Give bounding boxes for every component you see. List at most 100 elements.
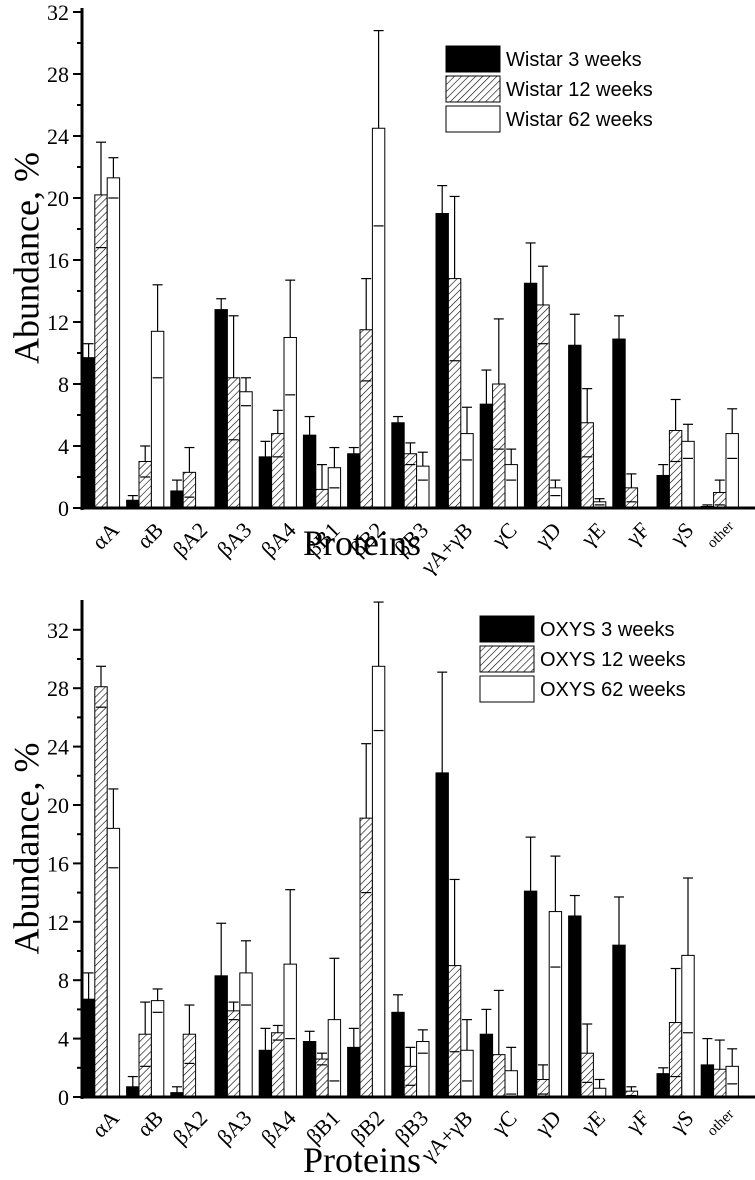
category-label: γS bbox=[665, 1105, 699, 1139]
bar bbox=[492, 1054, 506, 1098]
bar bbox=[504, 1070, 518, 1098]
bar bbox=[668, 1022, 683, 1098]
bar bbox=[150, 1000, 165, 1098]
legend-label: OXYS 3 weeks bbox=[540, 619, 675, 641]
bar bbox=[700, 1064, 715, 1098]
category-label: βA3 bbox=[212, 517, 257, 562]
bar bbox=[138, 1033, 152, 1098]
bar bbox=[523, 890, 538, 1098]
bar bbox=[681, 954, 695, 1098]
category-label: βA2 bbox=[168, 517, 213, 562]
category-label: γF bbox=[620, 1105, 654, 1139]
bar bbox=[239, 972, 253, 1098]
bar bbox=[460, 433, 474, 509]
category-label: βA2 bbox=[168, 1105, 213, 1150]
x-axis-label: Proteins bbox=[303, 523, 421, 563]
bar bbox=[656, 1073, 670, 1098]
bar bbox=[182, 1033, 197, 1098]
bar bbox=[568, 915, 582, 1098]
bar bbox=[106, 827, 121, 1098]
y-tick-label: 12 bbox=[47, 910, 69, 935]
bar bbox=[403, 453, 418, 509]
bar bbox=[271, 433, 285, 509]
bar bbox=[283, 337, 297, 509]
bar bbox=[447, 965, 462, 1098]
legend-label: OXYS 12 weeks bbox=[540, 649, 686, 671]
bar bbox=[656, 474, 670, 509]
category-label: γC bbox=[486, 517, 522, 553]
y-tick-label: 24 bbox=[47, 735, 69, 760]
bar bbox=[580, 422, 594, 509]
bar bbox=[612, 338, 626, 509]
bar bbox=[271, 1032, 285, 1098]
bar bbox=[126, 1086, 140, 1098]
bar bbox=[359, 817, 373, 1098]
category-label: other bbox=[704, 518, 737, 551]
bar bbox=[713, 1068, 727, 1098]
category-label: γE bbox=[575, 517, 610, 552]
category-label: γE bbox=[575, 1105, 610, 1140]
bar bbox=[447, 278, 462, 509]
bar bbox=[713, 492, 727, 509]
bar bbox=[94, 686, 108, 1098]
legend-swatch bbox=[445, 105, 501, 133]
bar bbox=[391, 1011, 405, 1098]
bar bbox=[106, 177, 121, 509]
bar bbox=[725, 1065, 739, 1098]
y-axis-label: Abundance, % bbox=[6, 152, 46, 364]
y-tick-label: 4 bbox=[58, 1027, 69, 1052]
legend-label: Wistar 12 weeks bbox=[506, 79, 653, 101]
category-label: γD bbox=[529, 1105, 565, 1141]
bar bbox=[214, 975, 228, 1098]
bar bbox=[226, 377, 241, 509]
bar bbox=[239, 391, 253, 509]
bar bbox=[523, 282, 538, 509]
bar bbox=[435, 213, 449, 509]
bar bbox=[548, 487, 563, 509]
bar bbox=[416, 1041, 430, 1098]
category-label: other bbox=[704, 1106, 737, 1139]
bar bbox=[302, 434, 317, 509]
y-tick-label: 4 bbox=[58, 434, 69, 459]
y-tick-label: 16 bbox=[47, 248, 69, 273]
bar bbox=[258, 456, 273, 509]
bar bbox=[226, 1010, 241, 1098]
legend-swatch bbox=[479, 615, 535, 643]
bar bbox=[315, 488, 329, 509]
bar bbox=[391, 422, 405, 509]
y-tick-label: 0 bbox=[58, 1085, 69, 1110]
y-tick-label: 28 bbox=[47, 676, 69, 701]
bar bbox=[536, 304, 550, 509]
category-label: βA3 bbox=[212, 1105, 257, 1150]
y-tick-label: 20 bbox=[47, 793, 69, 818]
y-axis-label: Abundance, % bbox=[6, 743, 46, 955]
bar bbox=[479, 403, 494, 509]
bar bbox=[668, 430, 683, 509]
category-label: αA bbox=[87, 517, 124, 554]
bar bbox=[548, 911, 563, 1098]
y-tick-label: 32 bbox=[47, 618, 69, 643]
bar bbox=[492, 383, 506, 509]
category-label: αA bbox=[87, 1105, 124, 1142]
legend-swatch bbox=[479, 645, 535, 673]
bar bbox=[624, 487, 639, 509]
bar bbox=[359, 329, 373, 509]
bar bbox=[725, 433, 739, 509]
y-tick-label: 20 bbox=[47, 186, 69, 211]
y-tick-label: 8 bbox=[58, 968, 69, 993]
bar bbox=[283, 963, 297, 1098]
bar bbox=[371, 127, 386, 509]
category-label: αB bbox=[132, 1105, 168, 1141]
bar bbox=[302, 1041, 317, 1098]
bar bbox=[580, 1052, 594, 1098]
category-label: γS bbox=[665, 517, 699, 551]
category-label: γD bbox=[529, 517, 565, 553]
bar bbox=[479, 1033, 494, 1098]
bar bbox=[81, 998, 96, 1098]
x-axis-label: Proteins bbox=[303, 1140, 421, 1180]
legend-label: Wistar 62 weeks bbox=[506, 109, 653, 131]
y-tick-label: 8 bbox=[58, 372, 69, 397]
